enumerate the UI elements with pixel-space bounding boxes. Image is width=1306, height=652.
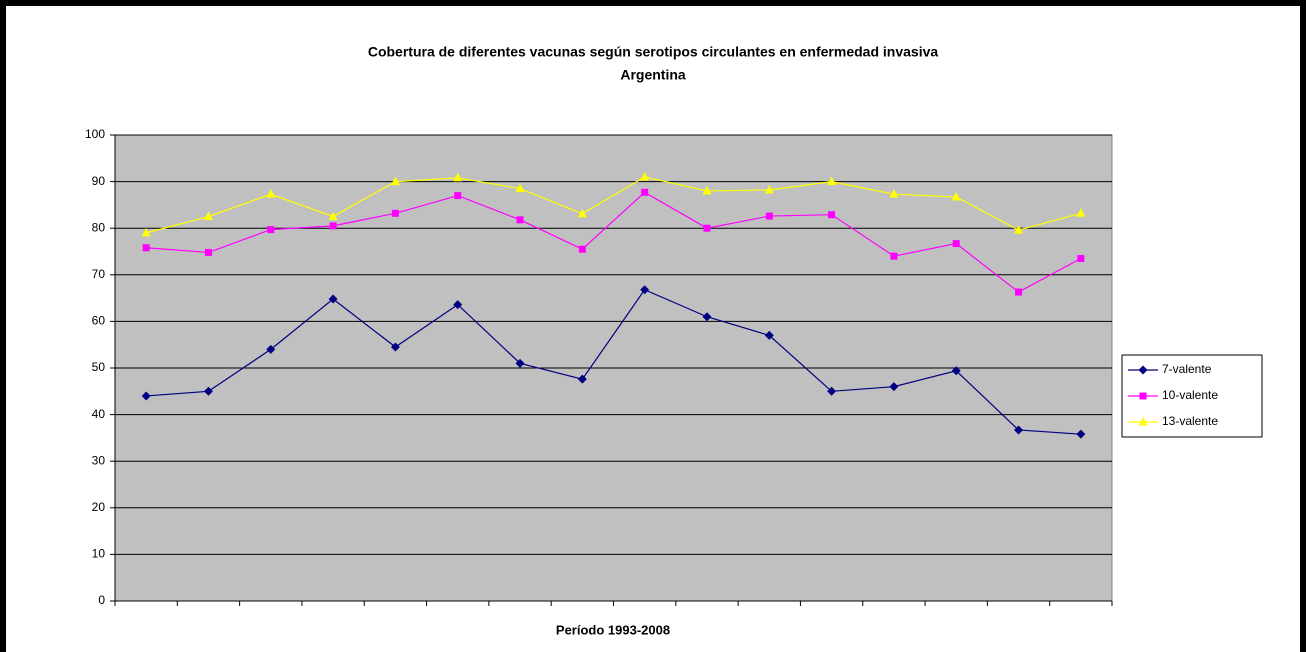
y-tick-label: 70 xyxy=(92,267,106,281)
marker xyxy=(578,245,586,253)
marker xyxy=(1077,254,1085,262)
marker xyxy=(141,227,151,237)
series-line xyxy=(146,288,1081,435)
marker xyxy=(203,211,213,221)
marker xyxy=(889,382,899,392)
marker xyxy=(1139,392,1147,400)
x-axis-label: Período 1993-2008 xyxy=(556,622,670,637)
y-tick-label: 0 xyxy=(98,593,105,607)
y-tick-label: 90 xyxy=(92,174,106,188)
y-tick-label: 50 xyxy=(92,360,106,374)
marker xyxy=(577,374,587,384)
marker xyxy=(765,212,773,220)
marker xyxy=(453,172,463,182)
legend-label: 10-valente xyxy=(1162,388,1218,402)
marker xyxy=(328,294,338,304)
y-tick-label: 80 xyxy=(92,220,106,234)
marker xyxy=(1014,425,1024,435)
marker xyxy=(764,330,774,340)
marker xyxy=(203,386,213,396)
marker xyxy=(889,189,899,198)
marker xyxy=(328,211,338,221)
y-tick-label: 60 xyxy=(92,314,106,328)
chart-subtitle: Argentina xyxy=(620,67,686,83)
marker xyxy=(640,285,650,295)
marker xyxy=(764,184,774,194)
legend-label: 13-valente xyxy=(1162,414,1218,428)
marker xyxy=(827,386,837,396)
marker xyxy=(828,211,836,219)
marker xyxy=(267,226,275,234)
marker xyxy=(329,222,337,230)
marker xyxy=(952,240,960,248)
marker xyxy=(702,185,712,195)
legend-label: 7-valente xyxy=(1162,362,1212,376)
marker xyxy=(703,224,711,232)
marker xyxy=(702,312,712,322)
marker xyxy=(515,358,525,368)
marker xyxy=(142,244,150,252)
marker xyxy=(390,176,400,186)
marker xyxy=(515,183,525,193)
marker xyxy=(827,176,837,186)
y-tick-label: 20 xyxy=(92,500,106,514)
marker xyxy=(453,300,463,310)
marker xyxy=(577,208,587,218)
y-tick-label: 100 xyxy=(85,127,105,141)
y-tick-label: 10 xyxy=(92,547,106,561)
marker xyxy=(516,216,524,224)
marker xyxy=(641,188,649,196)
marker xyxy=(390,342,400,352)
marker xyxy=(1014,225,1024,234)
marker xyxy=(204,248,212,256)
marker xyxy=(1138,365,1148,375)
marker xyxy=(1138,417,1148,426)
marker xyxy=(391,209,399,217)
marker xyxy=(890,252,898,260)
y-tick-label: 30 xyxy=(92,453,106,467)
chart-title: Cobertura de diferentes vacunas según se… xyxy=(368,44,939,60)
marker xyxy=(951,366,961,376)
y-tick-label: 40 xyxy=(92,407,106,421)
marker xyxy=(640,171,650,181)
marker xyxy=(951,191,961,201)
series-line xyxy=(146,176,1081,234)
marker xyxy=(454,192,462,200)
marker xyxy=(1015,288,1023,296)
marker xyxy=(141,391,151,401)
marker xyxy=(1076,429,1086,439)
marker xyxy=(266,344,276,354)
marker xyxy=(1076,208,1086,217)
marker xyxy=(266,189,276,198)
series-line xyxy=(146,191,1082,293)
